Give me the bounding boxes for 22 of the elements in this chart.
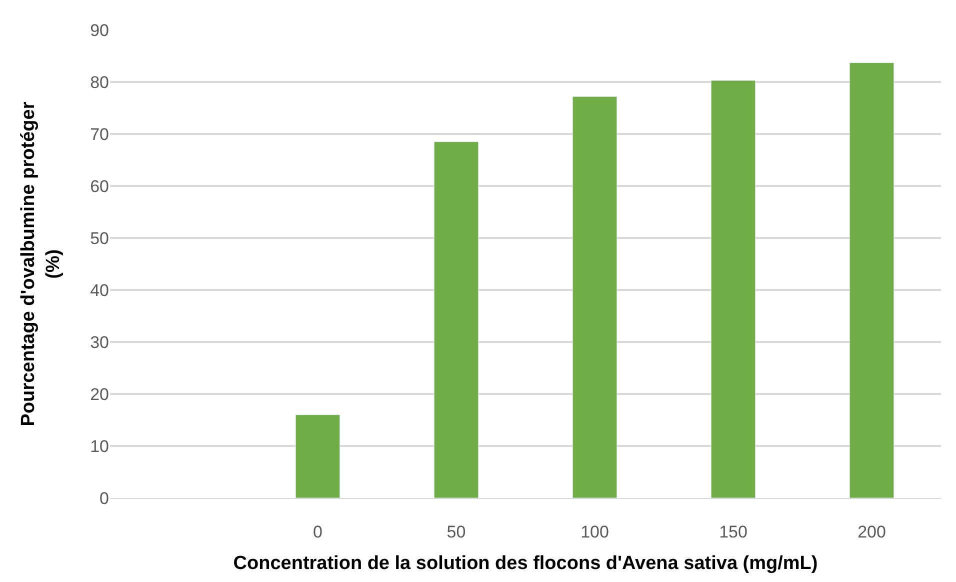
x-tick-label: 0 (313, 522, 322, 542)
bar (849, 62, 894, 498)
x-tick-label: 200 (858, 522, 886, 542)
y-tick-label: 20 (90, 384, 109, 404)
bar (434, 142, 479, 498)
y-axis-title: Pourcentage d'ovalbumine protéger (%) (18, 101, 64, 426)
x-tick-label: 50 (446, 522, 466, 542)
y-tick-label: 30 (90, 332, 109, 352)
bar (710, 80, 756, 498)
x-axis-title: Concentration de la solution des flocons d'Avena sativa (mg/mL) (233, 553, 818, 574)
y-tick-label: 50 (90, 228, 109, 248)
y-tick-label: 70 (90, 124, 109, 144)
bar (572, 96, 618, 498)
y-tick-label: 60 (90, 176, 109, 196)
y-tick-label: 40 (90, 280, 109, 300)
bar (295, 414, 340, 498)
y-tick-label: 90 (90, 20, 109, 40)
y-tick-label: 80 (90, 72, 109, 92)
y-tick-label: 10 (90, 436, 109, 456)
x-tick-label: 150 (719, 522, 748, 542)
x-tick-label: 100 (580, 522, 609, 542)
y-tick-label: 0 (100, 488, 109, 508)
